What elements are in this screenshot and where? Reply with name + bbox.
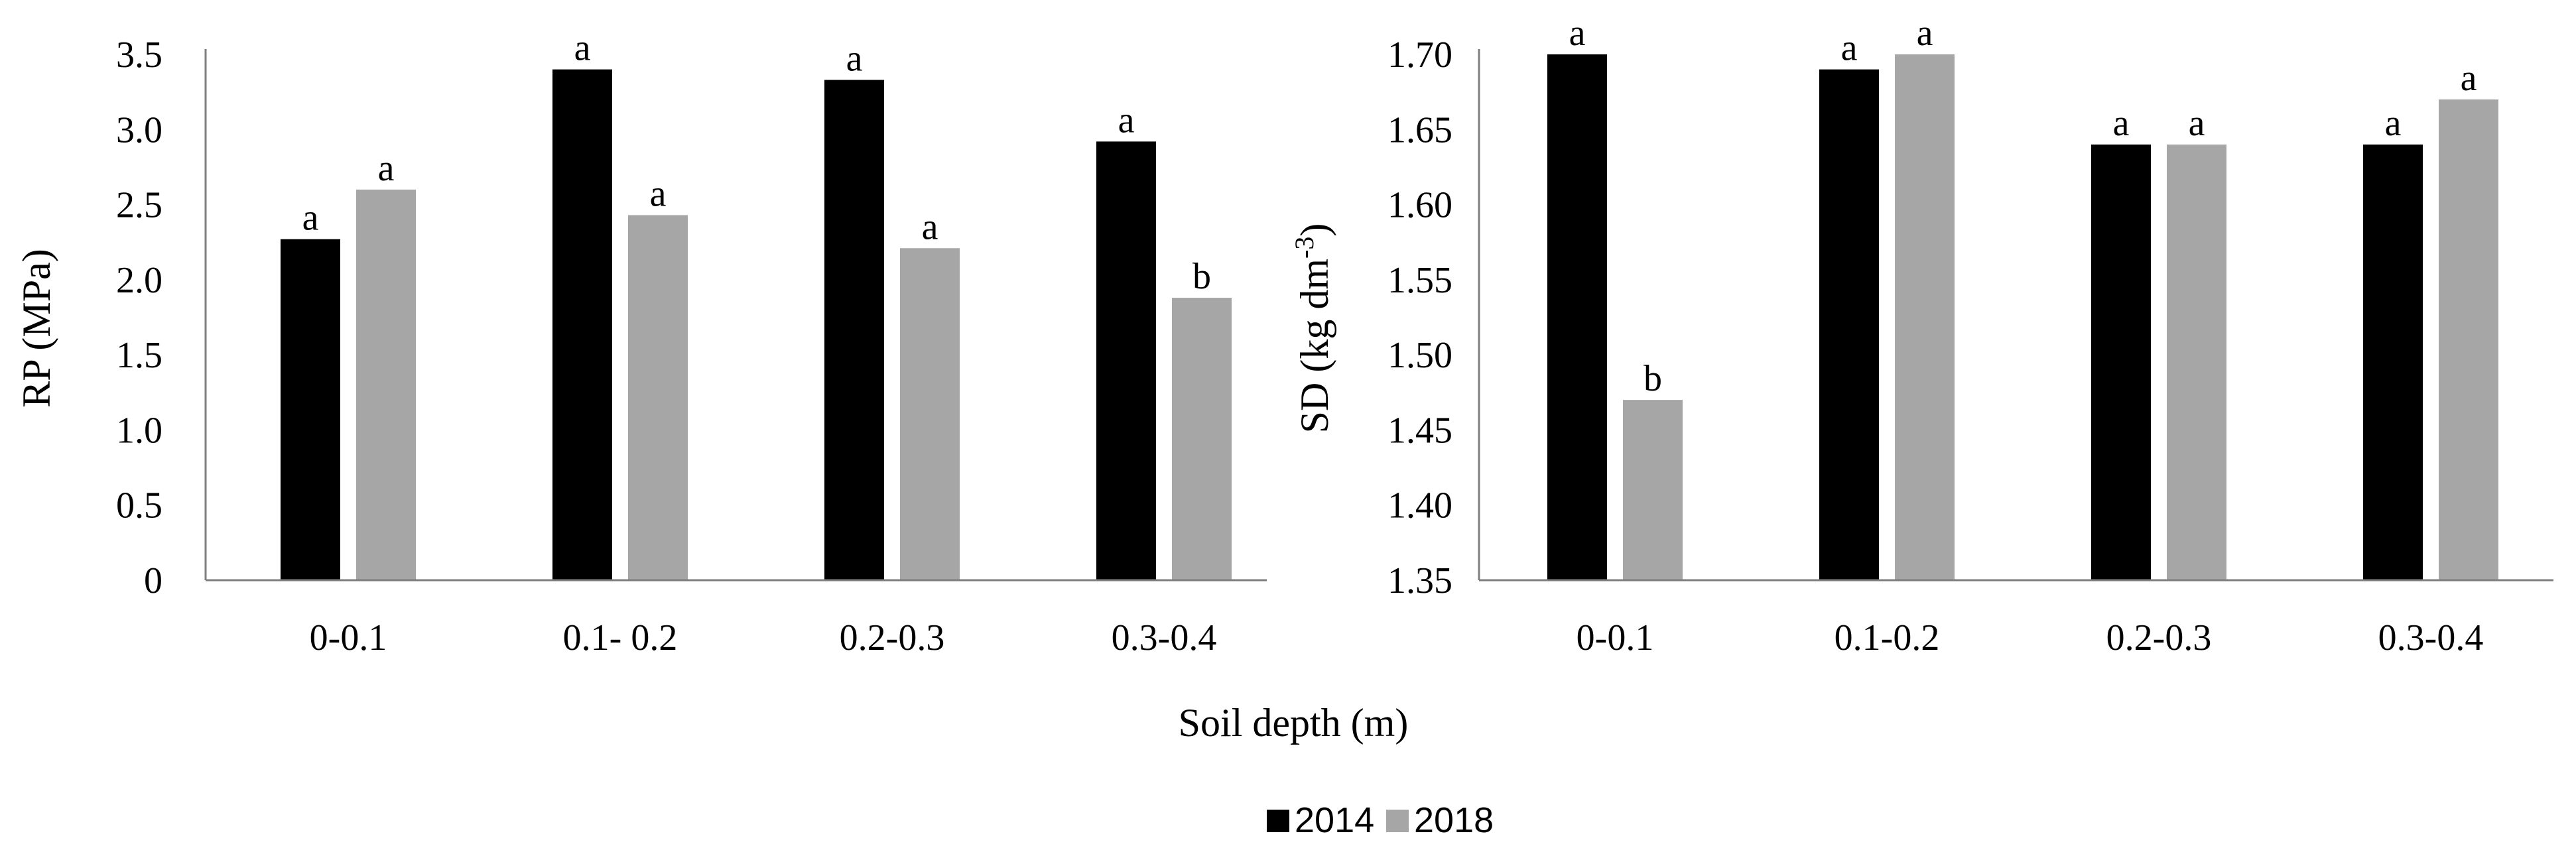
legend-swatch-2014 [1267, 810, 1289, 832]
sd-bar-2018 [2439, 99, 2498, 580]
sd-y-axis-title-close: ) [1293, 223, 1336, 237]
sd-significance-letter: a [2461, 58, 2477, 99]
rp-bar-2014 [552, 69, 612, 580]
rp-x-tick-label: 0.1- 0.2 [563, 617, 678, 658]
sd-y-tick-label: 1.60 [1387, 185, 1452, 226]
sd-x-tick-label: 0.2-0.3 [2106, 617, 2212, 658]
rp-significance-letter: b [1192, 256, 1211, 297]
sd-bar-2018 [1623, 400, 1683, 580]
sd-x-tick-label: 0.1-0.2 [1835, 617, 1940, 658]
sd-y-tick-label: 1.65 [1387, 109, 1452, 151]
rp-y-tick-label: 3.0 [116, 109, 162, 151]
legend-swatch-2018 [1386, 810, 1409, 832]
sd-bar-2014 [2363, 144, 2423, 580]
rp-bar-2018 [628, 215, 688, 581]
rp-bar-2014 [1096, 141, 1156, 580]
sd-significance-letter: a [1841, 28, 1858, 69]
sd-bar-2018 [2167, 144, 2226, 580]
rp-y-tick-label: 0 [144, 560, 162, 601]
rp-bar-2018 [356, 189, 416, 580]
rp-y-tick-label: 1.5 [116, 335, 162, 376]
sd-y-tick-label: 1.45 [1387, 410, 1452, 451]
sd-bar-2018 [1895, 54, 1955, 580]
rp-x-tick-label: 0.3-0.4 [1112, 617, 1217, 658]
rp-bar-2014 [281, 239, 340, 580]
sd-y-axis-title-superscript: -3 [1289, 237, 1319, 259]
sd-significance-letter: b [1643, 358, 1662, 399]
sd-significance-letter: a [1569, 13, 1586, 54]
sd-y-axis-title: SD (kg dm-3) [1289, 223, 1336, 434]
sd-y-tick-label: 1.55 [1387, 260, 1452, 301]
sd-x-tick-label: 0.3-0.4 [2378, 617, 2484, 658]
sd-significance-letter: a [2113, 103, 2130, 144]
rp-bar-2018 [1172, 298, 1232, 580]
rp-x-tick-label: 0-0.1 [310, 617, 387, 658]
sd-y-tick-label: 1.40 [1387, 485, 1452, 526]
sd-bar-2014 [2091, 144, 2151, 580]
sd-bar-2014 [1819, 69, 1879, 580]
rp-x-tick-label: 0.2-0.3 [840, 617, 945, 658]
rp-y-tick-label: 2.0 [116, 260, 162, 301]
sd-significance-letter: a [2385, 103, 2402, 144]
rp-significance-letter: a [574, 28, 591, 69]
rp-y-tick-label: 1.0 [116, 410, 162, 451]
rp-significance-letter: a [922, 206, 938, 247]
rp-significance-letter: a [846, 38, 863, 80]
rp-significance-letter: a [302, 198, 319, 239]
shared-x-axis-title: Soil depth (m) [1179, 701, 1409, 745]
sd-bar-2014 [1547, 54, 1607, 580]
rp-significance-letter: a [378, 148, 395, 189]
sd-y-tick-label: 1.35 [1387, 560, 1452, 601]
sd-chart: SD (kg dm-3) 1.35 1.40 1.45 1.50 1.55 1.60 1.6… [1289, 13, 2553, 658]
sd-y-axis-title-main: SD (kg dm [1293, 259, 1336, 433]
rp-bar-2014 [824, 80, 884, 580]
sd-significance-letter: a [2189, 103, 2205, 144]
legend-label-2014: 2014 [1295, 800, 1374, 840]
sd-significance-letter: a [1917, 13, 1933, 54]
rp-y-tick-label: 2.5 [116, 185, 162, 226]
sd-x-tick-label: 0-0.1 [1577, 617, 1654, 658]
legend: 2014 2018 [1267, 800, 1494, 840]
rp-y-tick-label: 3.5 [116, 34, 162, 76]
legend-label-2018: 2018 [1414, 800, 1494, 840]
sd-y-tick-label: 1.50 [1387, 335, 1452, 376]
rp-significance-letter: a [650, 173, 667, 214]
rp-bar-2018 [900, 248, 960, 580]
rp-significance-letter: a [1118, 99, 1135, 141]
sd-y-tick-label: 1.70 [1387, 34, 1452, 76]
rp-y-axis-title: RP (MPa) [15, 249, 58, 407]
rp-y-tick-label: 0.5 [116, 485, 162, 526]
rp-chart: RP (MPa) 0 0.5 1.0 1.5 2.0 2.5 3.0 3.5 a a a a a a a b 0… [15, 28, 1267, 658]
